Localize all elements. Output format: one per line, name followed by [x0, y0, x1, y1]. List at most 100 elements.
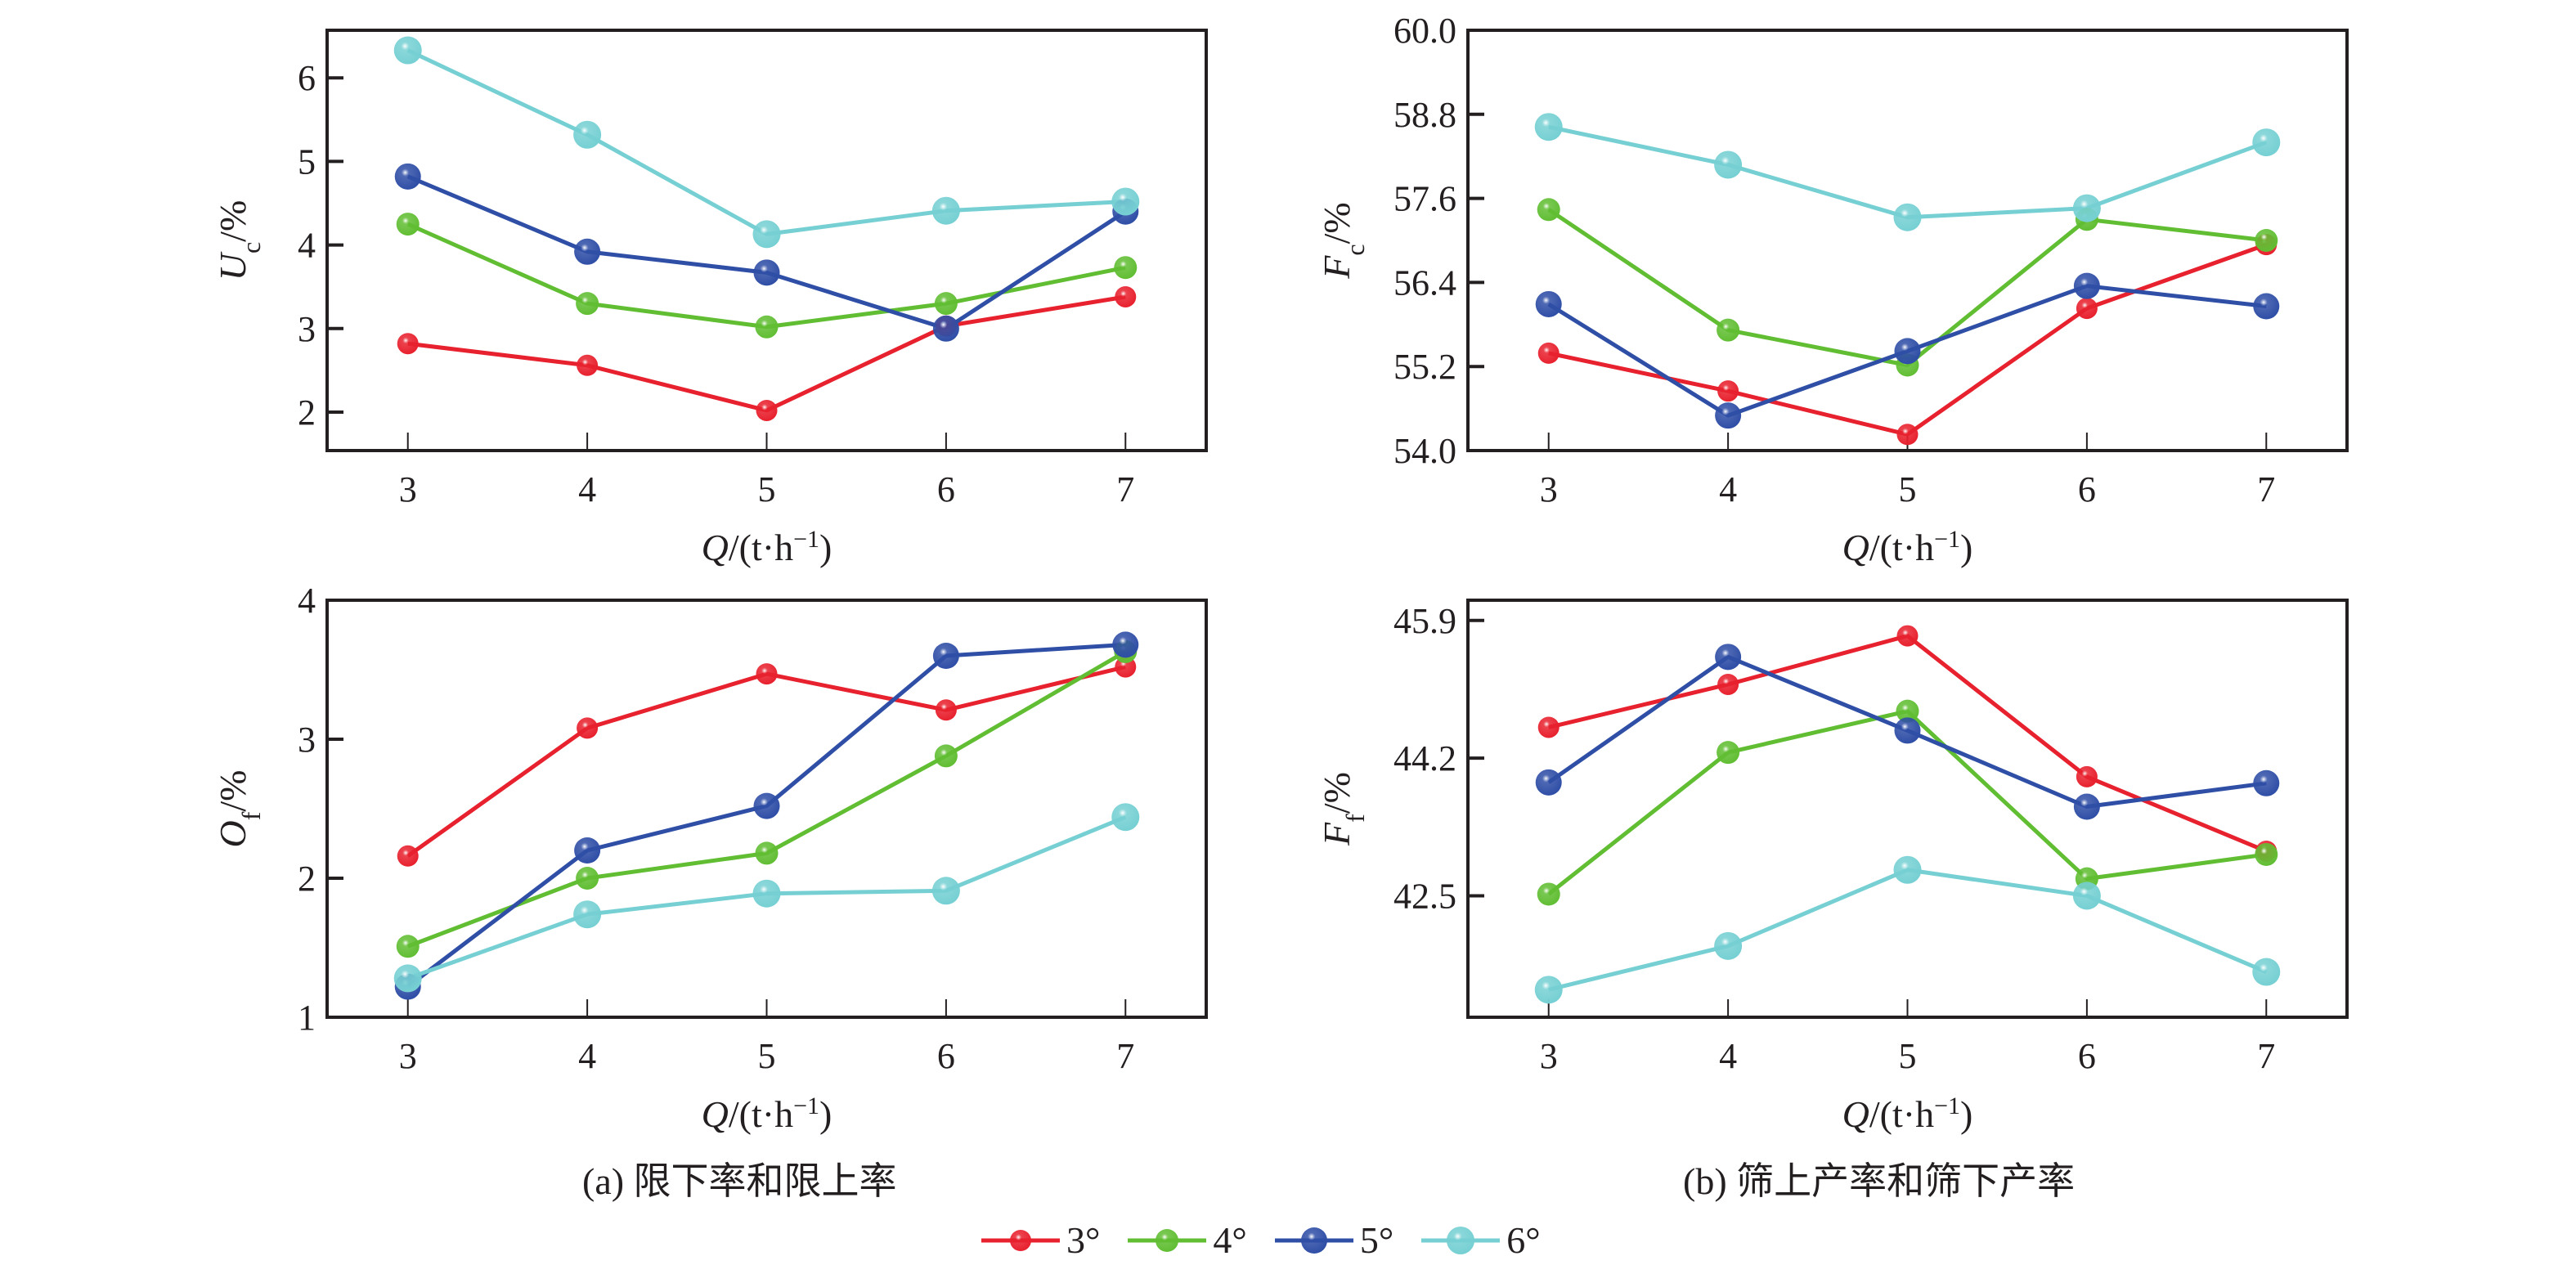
y-axis-label: Uc/%	[212, 200, 266, 281]
x-tick-label: 7	[1116, 469, 1134, 509]
data-point-3deg	[1717, 673, 1739, 695]
y-tick-label: 5	[298, 141, 316, 182]
data-point-3deg	[397, 845, 419, 867]
y-axis-label: Ff/%	[1316, 772, 1370, 846]
data-point-6deg	[1714, 931, 1743, 960]
data-point-4deg	[576, 867, 599, 890]
x-tick-label: 7	[2257, 469, 2275, 509]
y-tick-label: 42.5	[1393, 876, 1456, 916]
x-axis-label: Q/(t·h−1)	[702, 526, 832, 569]
data-point-5deg	[1894, 717, 1921, 744]
data-point-3deg	[1115, 285, 1137, 307]
x-axis-label: Q/(t·h−1)	[1842, 526, 1973, 569]
data-point-4deg	[2255, 229, 2278, 252]
x-axis-label: Q/(t·h−1)	[702, 1092, 832, 1136]
y-tick-label: 6	[298, 58, 316, 98]
x-tick-label: 5	[1899, 469, 1917, 509]
y-tick-label: 3	[298, 720, 316, 760]
data-point-6deg	[393, 964, 422, 993]
data-point-5deg	[1715, 644, 1742, 671]
y-tick-label: 44.2	[1393, 738, 1456, 778]
x-tick-label: 4	[578, 469, 596, 509]
data-point-5deg	[2253, 769, 2280, 796]
data-point-3deg	[1896, 625, 1919, 647]
data-point-3deg	[577, 717, 599, 739]
data-point-4deg	[396, 213, 420, 236]
x-tick-label: 3	[1540, 1036, 1558, 1076]
legend-label: 5°	[1359, 1219, 1394, 1261]
data-point-5deg	[2073, 793, 2100, 820]
y-tick-label: 56.4	[1393, 262, 1456, 303]
legend-item-6deg: 6°	[1421, 1218, 1541, 1262]
y-axis-label: Of/%	[212, 770, 266, 848]
data-point-3deg	[397, 333, 419, 355]
data-point-5deg	[2253, 293, 2280, 320]
series-line-6deg	[1548, 868, 2268, 992]
x-tick-label: 4	[1719, 469, 1737, 509]
data-point-6deg	[931, 877, 960, 905]
y-tick-label: 3	[298, 309, 316, 349]
data-point-4deg	[1896, 699, 1919, 723]
data-point-4deg	[1537, 198, 1560, 222]
legend-item-5deg: 5°	[1274, 1218, 1394, 1262]
data-point-3deg	[1537, 716, 1560, 738]
chart-ff: 42.5 44.2 45.9 3 4 5 6 7 Q/(t·h−1) Ff/%	[1316, 599, 2349, 1135]
y-tick-label: 2	[298, 393, 316, 433]
data-point-5deg	[2073, 272, 2100, 299]
y-tick-label: 58.8	[1393, 95, 1456, 135]
data-point-6deg	[393, 36, 422, 65]
data-point-6deg	[573, 900, 602, 929]
data-point-4deg	[1717, 741, 1740, 765]
legend-label: 3°	[1066, 1219, 1101, 1261]
legend: 3° 4° 5° 6°	[981, 1218, 1541, 1262]
x-tick-label: 4	[578, 1036, 596, 1076]
data-point-5deg	[1112, 631, 1139, 658]
data-point-5deg	[1535, 769, 1562, 796]
data-point-3deg	[756, 399, 778, 421]
data-point-6deg	[1714, 150, 1743, 179]
data-point-3deg	[2076, 765, 2098, 787]
legend-marker-icon	[1421, 1226, 1501, 1254]
data-point-6deg	[1534, 113, 1563, 141]
series-line-3deg	[406, 665, 1126, 858]
data-point-6deg	[1111, 803, 1140, 832]
legend-item-4deg: 4°	[1128, 1218, 1247, 1262]
legend-marker-icon	[1274, 1227, 1353, 1254]
data-point-3deg	[577, 354, 599, 376]
series-line-5deg	[406, 174, 1127, 331]
data-point-3deg	[756, 663, 778, 685]
data-point-4deg	[755, 315, 779, 339]
y-tick-label: 4	[298, 581, 316, 621]
data-point-6deg	[752, 879, 781, 908]
x-tick-label: 3	[399, 469, 417, 509]
data-point-6deg	[573, 120, 602, 149]
y-tick-label: 57.6	[1393, 179, 1456, 219]
data-point-6deg	[2252, 128, 2281, 157]
data-point-3deg	[1717, 380, 1739, 402]
legend-label: 4°	[1213, 1219, 1247, 1261]
data-point-6deg	[2072, 881, 2101, 910]
x-tick-label: 6	[937, 469, 955, 509]
data-point-6deg	[1893, 203, 1922, 231]
data-point-4deg	[1537, 882, 1560, 906]
data-point-5deg	[932, 643, 959, 669]
data-point-6deg	[2072, 194, 2101, 222]
y-tick-label: 1	[298, 998, 316, 1038]
x-tick-label: 6	[2078, 1036, 2096, 1076]
data-point-3deg	[1537, 342, 1560, 364]
data-point-4deg	[1114, 256, 1138, 280]
y-tick-label: 54.0	[1393, 431, 1456, 471]
x-tick-label: 4	[1719, 1036, 1737, 1076]
data-point-3deg	[935, 699, 957, 721]
data-point-6deg	[931, 196, 960, 225]
chart-of: 1 2 3 4 3 4 5 6 7 Q/(t·h−1) Of/%	[212, 581, 1208, 1136]
y-tick-label: 60.0	[1393, 11, 1456, 51]
data-point-4deg	[755, 841, 779, 865]
y-tick-label: 45.9	[1393, 601, 1456, 641]
data-point-6deg	[1893, 855, 1922, 884]
data-point-5deg	[1715, 402, 1742, 429]
x-tick-label: 5	[1899, 1036, 1917, 1076]
data-point-5deg	[574, 837, 601, 864]
data-point-5deg	[753, 259, 780, 286]
data-point-5deg	[1535, 290, 1562, 317]
